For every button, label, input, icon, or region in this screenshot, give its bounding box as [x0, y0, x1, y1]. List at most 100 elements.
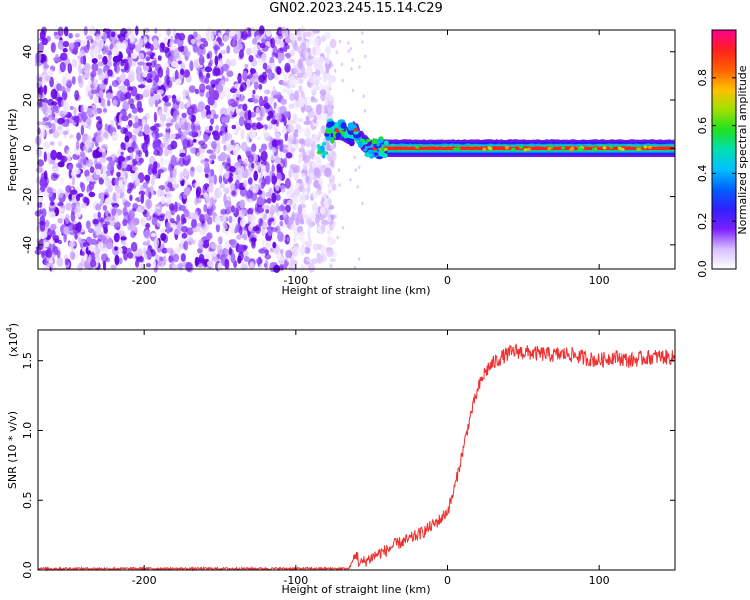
noise-blob: [69, 133, 74, 139]
noise-blob: [153, 237, 160, 249]
noise-blob: [117, 85, 125, 90]
noise-blob: [305, 47, 311, 53]
noise-blob: [284, 131, 289, 142]
noise-blob: [51, 229, 55, 235]
noise-blob: [93, 95, 100, 104]
noise-blob: [59, 86, 66, 92]
noise-blob: [230, 205, 235, 213]
noise-blob: [152, 82, 159, 92]
noise-blob: [52, 235, 60, 242]
carrier-blob: [371, 139, 378, 145]
noise-blob: [258, 248, 266, 254]
noise-blob: [307, 55, 314, 60]
noise-blob: [241, 141, 248, 152]
noise-speck: [362, 94, 365, 98]
noise-blob: [95, 168, 102, 176]
noise-blob: [50, 88, 58, 100]
noise-blob: [247, 177, 253, 185]
noise-blob: [308, 237, 312, 248]
noise-blob: [134, 248, 143, 257]
noise-blob: [92, 212, 98, 220]
noise-blob: [142, 91, 149, 98]
noise-blob: [39, 85, 43, 96]
noise-blob: [327, 235, 334, 247]
noise-blob: [238, 251, 244, 261]
noise-blob: [292, 62, 298, 68]
noise-blob: [143, 36, 148, 44]
noise-blob: [238, 96, 245, 102]
noise-speck: [328, 87, 332, 91]
noise-blob: [307, 229, 311, 240]
noise-blob: [130, 86, 138, 97]
noise-blob: [207, 260, 214, 267]
noise-blob: [255, 183, 262, 189]
noise-blob: [277, 231, 284, 242]
noise-blob: [102, 108, 108, 113]
noise-blob: [214, 43, 218, 55]
noise-blob: [125, 32, 129, 40]
noise-blob: [302, 31, 307, 39]
noise-blob: [55, 96, 63, 102]
noise-blob: [81, 39, 88, 46]
colorbar-tick-label: 0.0: [696, 260, 709, 278]
noise-blob: [74, 90, 80, 101]
noise-blob: [271, 175, 278, 185]
snr-background: [38, 330, 675, 570]
noise-blob: [101, 165, 107, 173]
carrier-blob: [322, 151, 328, 156]
noise-blob: [288, 58, 295, 64]
snr-panel: -200 -100 0 100 0.0 0.5 1.0 1.5 Height of stra…: [5, 323, 676, 596]
noise-blob: [231, 86, 236, 92]
noise-blob: [164, 47, 172, 59]
noise-blob: [176, 214, 181, 223]
noise-blob: [145, 56, 151, 62]
noise-blob: [155, 74, 159, 84]
noise-blob: [150, 44, 154, 52]
noise-blob: [57, 207, 65, 213]
noise-blob: [317, 185, 322, 191]
noise-blob: [116, 226, 121, 231]
noise-blob: [282, 148, 289, 154]
noise-blob: [97, 222, 102, 233]
noise-blob: [213, 114, 219, 119]
noise-blob: [300, 42, 307, 52]
noise-blob: [194, 59, 199, 69]
noise-blob: [214, 55, 219, 66]
noise-blob: [251, 143, 257, 153]
noise-blob: [324, 167, 332, 178]
noise-blob: [281, 127, 288, 134]
noise-blob: [85, 85, 92, 92]
noise-blob: [293, 235, 297, 243]
noise-blob: [188, 85, 196, 93]
noise-blob: [131, 107, 138, 114]
noise-blob: [283, 157, 288, 169]
noise-blob: [59, 61, 66, 73]
noise-blob: [74, 33, 80, 38]
noise-blob: [122, 239, 127, 246]
carrier-blob: [376, 156, 383, 160]
carrier-blob: [347, 130, 355, 135]
noise-blob: [320, 171, 325, 177]
noise-blob: [131, 60, 137, 67]
noise-blob: [150, 209, 156, 214]
noise-blob: [90, 246, 96, 252]
noise-blob: [261, 45, 269, 52]
x-tick-label: 100: [589, 274, 610, 287]
noise-blob: [80, 104, 84, 114]
noise-blob: [165, 122, 172, 127]
noise-blob: [270, 227, 278, 232]
noise-blob: [39, 177, 47, 188]
noise-blob: [146, 78, 153, 83]
noise-blob: [209, 58, 213, 67]
noise-blob: [310, 83, 317, 94]
noise-blob: [152, 133, 156, 141]
noise-blob: [302, 162, 308, 171]
noise-blob: [204, 66, 213, 73]
noise-blob: [133, 226, 139, 234]
noise-blob: [187, 237, 194, 242]
noise-blob: [265, 29, 272, 37]
noise-blob: [131, 134, 137, 140]
noise-speck: [349, 178, 352, 182]
noise-blob: [320, 244, 326, 254]
